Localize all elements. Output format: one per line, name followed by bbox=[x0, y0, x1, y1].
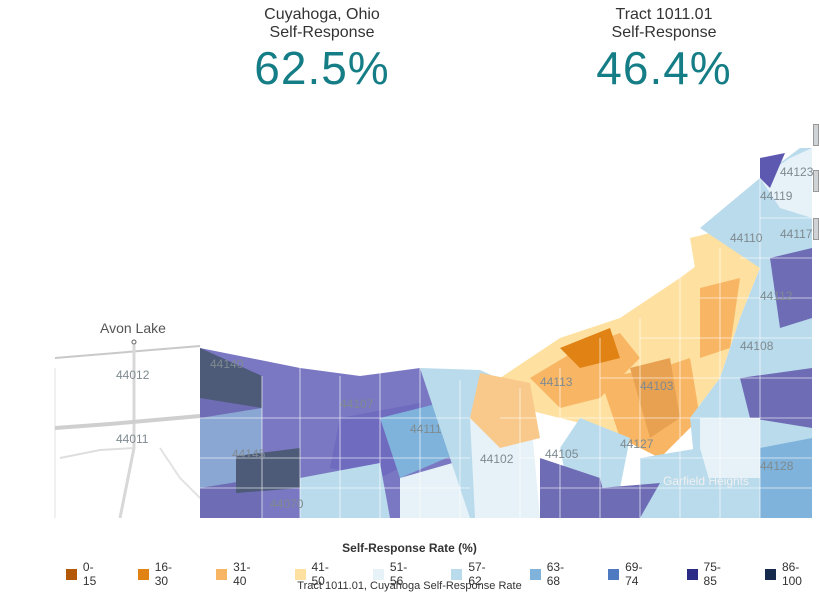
county-rate-value: 62.5% bbox=[254, 42, 390, 94]
legend-label: 51-56 bbox=[389, 560, 408, 588]
zip-label: 44113 bbox=[540, 375, 573, 389]
zip-label: 44119 bbox=[760, 189, 793, 203]
zip-label: 44011 bbox=[116, 432, 149, 446]
zip-label: 44112 bbox=[760, 289, 793, 303]
zip-labels: 44012 44011 44140 44145 44070 44107 4411… bbox=[116, 165, 814, 511]
county-name: Cuyahoga, Ohio bbox=[264, 6, 380, 23]
map-control-button[interactable] bbox=[813, 124, 819, 146]
legend-item: 16-30 bbox=[137, 560, 185, 588]
legend-title: Self-Response Rate (%) bbox=[342, 541, 477, 555]
tract-boundaries bbox=[200, 178, 812, 518]
legend-item: 86-100 bbox=[765, 560, 819, 588]
zip-label: 44108 bbox=[740, 339, 774, 353]
legend-swatch bbox=[66, 568, 77, 580]
map-control-button[interactable] bbox=[813, 218, 819, 240]
zip-label: 44123 bbox=[780, 165, 814, 179]
legend: 0-15 16-30 31-40 41-50 51-56 57-62 63-68… bbox=[66, 560, 819, 588]
legend-label: 31-40 bbox=[233, 560, 251, 588]
zip-label: 44127 bbox=[620, 437, 654, 451]
legend-label: 63-68 bbox=[546, 560, 565, 588]
basemap bbox=[54, 344, 201, 518]
zip-label: 44111 bbox=[410, 422, 442, 436]
legend-label: 57-62 bbox=[468, 560, 486, 588]
place-marker-icon bbox=[131, 339, 137, 345]
legend-item: 75-85 bbox=[686, 560, 734, 588]
zip-label: 44102 bbox=[480, 452, 514, 466]
legend-item: 63-68 bbox=[529, 560, 577, 588]
choropleth-map[interactable]: 44012 44011 44140 44145 44070 44107 4411… bbox=[0, 118, 819, 518]
county-stat: Cuyahoga, Ohio Self-Response 62.5% bbox=[202, 6, 442, 94]
legend-swatch bbox=[216, 568, 228, 580]
zip-label: 44128 bbox=[760, 459, 794, 473]
legend-swatch bbox=[529, 568, 541, 580]
legend-swatch bbox=[372, 568, 384, 580]
place-avon-lake: Avon Lake bbox=[100, 320, 166, 336]
map-control-button[interactable] bbox=[813, 170, 819, 192]
zip-label: 44117 bbox=[780, 227, 813, 241]
legend-item: 41-50 bbox=[294, 560, 342, 588]
legend-label: 41-50 bbox=[311, 560, 329, 588]
tract-metric-label: Self-Response bbox=[611, 24, 717, 41]
legend-label: 16-30 bbox=[154, 560, 173, 588]
legend-swatch bbox=[686, 568, 698, 580]
tract-name: Tract 1011.01 bbox=[615, 6, 713, 23]
zip-label: 44012 bbox=[116, 368, 150, 382]
legend-swatch bbox=[137, 568, 149, 580]
legend-item: 51-56 bbox=[372, 560, 420, 588]
zip-label: 44110 bbox=[730, 231, 763, 245]
legend-item: 31-40 bbox=[216, 560, 263, 588]
tract-stat: Tract 1011.01 Self-Response 46.4% bbox=[544, 6, 784, 94]
legend-label: 75-85 bbox=[703, 560, 721, 588]
legend-label: 86-100 bbox=[781, 560, 802, 588]
place-garfield-heights: Garfield Heights bbox=[663, 474, 749, 488]
county-metric-label: Self-Response bbox=[269, 24, 375, 41]
legend-label: 0-15 bbox=[82, 560, 97, 588]
legend-item: 57-62 bbox=[451, 560, 498, 588]
legend-swatch bbox=[451, 568, 463, 580]
legend-swatch bbox=[608, 568, 620, 580]
zip-label: 44105 bbox=[545, 447, 579, 461]
zip-label: 44107 bbox=[340, 397, 374, 411]
footer-caption: Tract 1011.01, Cuyahoga Self-Response Ra… bbox=[297, 580, 522, 592]
legend-swatch bbox=[765, 568, 776, 580]
place-labels: Avon Lake Garfield Heights bbox=[100, 320, 749, 488]
zip-label: 44070 bbox=[270, 497, 304, 511]
legend-label: 69-74 bbox=[625, 560, 643, 588]
zip-label: 44140 bbox=[210, 357, 244, 371]
zip-label: 44145 bbox=[232, 447, 266, 461]
legend-item: 0-15 bbox=[66, 560, 107, 588]
legend-item: 69-74 bbox=[608, 560, 655, 588]
tract-rate-value: 46.4% bbox=[596, 42, 732, 94]
legend-swatch bbox=[294, 568, 306, 580]
zip-label: 44103 bbox=[640, 379, 674, 393]
